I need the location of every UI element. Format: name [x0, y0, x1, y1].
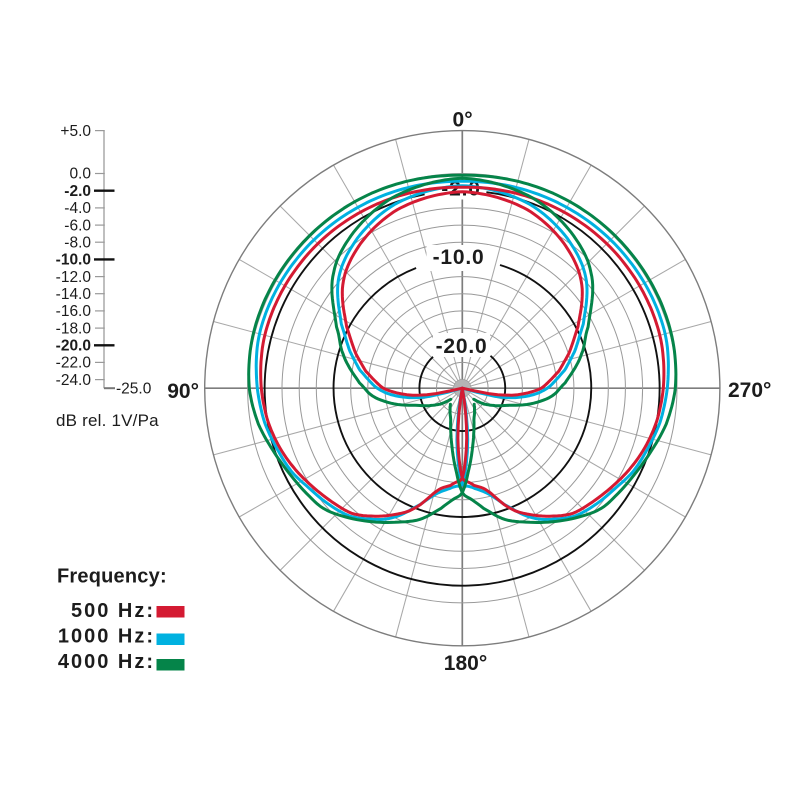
svg-text:0.0: 0.0 [69, 166, 91, 183]
svg-text:-12.0: -12.0 [56, 269, 92, 286]
svg-text:-22.0: -22.0 [56, 355, 92, 372]
svg-text:4000 Hz:: 4000 Hz: [58, 651, 155, 673]
svg-text:Frequency:: Frequency: [57, 566, 167, 588]
svg-text:-20.0: -20.0 [56, 338, 91, 355]
svg-text:-25.0: -25.0 [116, 380, 152, 397]
svg-text:-24.0: -24.0 [56, 372, 92, 389]
svg-text:dB rel. 1V/Pa: dB rel. 1V/Pa [56, 411, 159, 430]
svg-text:-20.0: -20.0 [436, 335, 488, 358]
svg-text:180°: 180° [444, 652, 487, 675]
svg-text:270°: 270° [728, 379, 771, 402]
svg-text:-16.0: -16.0 [56, 303, 92, 320]
svg-text:+5.0: +5.0 [60, 123, 91, 140]
svg-text:-2.0: -2.0 [441, 178, 480, 201]
svg-text:90°: 90° [167, 380, 199, 403]
svg-text:-10.0: -10.0 [433, 246, 485, 269]
svg-text:0°: 0° [453, 109, 473, 132]
svg-text:-4.0: -4.0 [64, 200, 91, 217]
svg-text:-6.0: -6.0 [64, 217, 91, 234]
svg-text:-8.0: -8.0 [64, 234, 91, 251]
svg-text:-2.0: -2.0 [64, 183, 91, 200]
svg-text:-18.0: -18.0 [56, 320, 92, 337]
svg-text:1000 Hz:: 1000 Hz: [58, 626, 155, 648]
svg-text:-14.0: -14.0 [56, 286, 92, 303]
svg-text:-10.0: -10.0 [56, 252, 91, 269]
svg-text:500 Hz:: 500 Hz: [71, 600, 155, 622]
